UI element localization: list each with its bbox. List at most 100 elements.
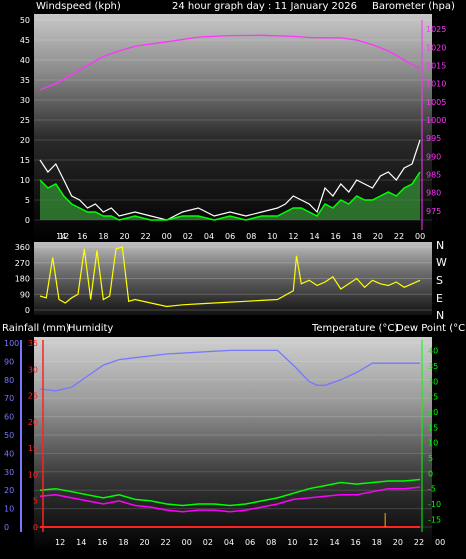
wind-x-tick: 16 xyxy=(331,232,341,241)
temperature-y-tick: -10 xyxy=(428,500,441,509)
barometer-y-tick: 1010 xyxy=(426,80,446,89)
temperature-label: Temperature (°C) xyxy=(311,323,398,334)
humidity-y-tick: 90 xyxy=(4,357,14,366)
wind-y-tick: 45 xyxy=(20,36,30,45)
humidity-y-tick: 60 xyxy=(4,413,14,422)
temperature-y-tick: 35 xyxy=(428,362,438,371)
wind-x-tick: 22 xyxy=(141,232,151,241)
wind-avg-line xyxy=(39,171,421,221)
climate-x-tick: 18 xyxy=(372,538,382,547)
barometer-y-tick: 985 xyxy=(426,171,441,180)
wind-y-tick: 10 xyxy=(20,176,30,185)
climate-x-tick: 00 xyxy=(435,538,445,547)
rain-y-tick: 0 xyxy=(33,523,38,532)
direction-y-tick: 0 xyxy=(25,306,30,315)
wind-y-tick: 25 xyxy=(20,116,30,125)
humidity-y-tick: 50 xyxy=(4,431,14,440)
wind-x-tick: 18 xyxy=(98,232,108,241)
compass-letter-n-top: N xyxy=(436,239,444,252)
temperature-line xyxy=(39,478,421,507)
wind-x-tick: 10 xyxy=(267,232,277,241)
humidity-label: Humidity xyxy=(68,323,113,334)
humidity-y-tick: 0 xyxy=(4,523,9,532)
wind-y-tick: 35 xyxy=(20,76,30,85)
temperature-y-tick: -5 xyxy=(428,485,436,494)
wind-x-tick: 12 xyxy=(59,232,69,241)
windspeed-label: Windspeed (kph) xyxy=(36,1,121,12)
direction-y-tick: 90 xyxy=(20,290,30,299)
barometer-y-tick: 995 xyxy=(426,134,441,143)
dewpoint-label: Dew Point (°C) xyxy=(396,323,466,334)
wind-x-tick: 08 xyxy=(246,232,256,241)
rain-y-tick: 35 xyxy=(28,339,38,348)
wind-y-tick: 15 xyxy=(20,156,30,165)
wind-y-tick: 30 xyxy=(20,96,30,105)
climate-x-tick: 10 xyxy=(287,538,297,547)
humidity-y-tick: 70 xyxy=(4,394,14,403)
temperature-y-tick: 15 xyxy=(428,423,438,432)
wind-y-tick: 0 xyxy=(25,216,30,225)
wind-x-tick: 20 xyxy=(373,232,383,241)
rain-y-tick: 15 xyxy=(28,444,38,453)
wind-x-tick: 12 xyxy=(288,232,298,241)
humidity-y-tick: 30 xyxy=(4,468,14,477)
wind-gust-line xyxy=(39,139,421,221)
climate-x-tick: 22 xyxy=(161,538,171,547)
wind-x-tick: 06 xyxy=(225,232,235,241)
climate-x-tick: 22 xyxy=(414,538,424,547)
climate-x-tick: 14 xyxy=(329,538,339,547)
wind-y-tick: 40 xyxy=(20,56,30,65)
rain-y-tick: 5 xyxy=(33,497,38,506)
compass-letter-e: E xyxy=(436,292,443,305)
wind-x-tick: 20 xyxy=(119,232,129,241)
climate-x-tick: 02 xyxy=(203,538,213,547)
barometer-y-tick: 1015 xyxy=(426,61,446,70)
barometer-y-tick: 1005 xyxy=(426,98,446,107)
direction-line xyxy=(39,246,421,308)
humidity-y-tick: 20 xyxy=(4,486,14,495)
temperature-y-tick: 0 xyxy=(428,469,433,478)
climate-x-tick: 20 xyxy=(393,538,403,547)
barometer-label: Barometer (hpa) xyxy=(372,1,455,12)
temperature-y-tick: 5 xyxy=(428,454,433,463)
wind-x-tick: 14 xyxy=(309,232,319,241)
climate-x-tick: 12 xyxy=(308,538,318,547)
temperature-y-tick: 40 xyxy=(428,347,438,356)
climate-x-tick: 12 xyxy=(55,538,65,547)
wind-x-tick: 22 xyxy=(394,232,404,241)
climate-x-tick: 20 xyxy=(139,538,149,547)
climate-x-tick: 06 xyxy=(245,538,255,547)
dewpoint-line xyxy=(39,486,421,513)
temperature-y-tick: 30 xyxy=(428,377,438,386)
rainfall-label: Rainfall (mm) xyxy=(2,323,70,334)
wind-avg-area xyxy=(40,172,420,220)
climate-x-tick: 16 xyxy=(351,538,361,547)
humidity-line xyxy=(39,349,420,392)
barometer-y-tick: 980 xyxy=(426,189,441,198)
wind-y-tick: 50 xyxy=(20,16,30,25)
climate-x-tick: 16 xyxy=(97,538,107,547)
rain-y-tick: 10 xyxy=(28,470,38,479)
wind-y-tick: 5 xyxy=(25,196,30,205)
wind-x-tick: 14 xyxy=(56,232,66,241)
wind-x-tick: 02 xyxy=(183,232,193,241)
temperature-y-tick: -15 xyxy=(428,515,441,524)
wind-y-tick: 20 xyxy=(20,136,30,145)
direction-y-tick: 180 xyxy=(15,275,30,284)
humidity-y-tick: 10 xyxy=(4,505,14,514)
climate-x-tick: 18 xyxy=(118,538,128,547)
compass-letter-n-bottom: N xyxy=(436,309,444,322)
climate-x-tick: 08 xyxy=(266,538,276,547)
wind-x-tick: 18 xyxy=(352,232,362,241)
barometer-line xyxy=(39,34,421,91)
climate-x-tick: 14 xyxy=(76,538,86,547)
wind-x-tick: 00 xyxy=(162,232,172,241)
barometer-y-tick: 1000 xyxy=(426,116,446,125)
climate-x-tick: 00 xyxy=(182,538,192,547)
barometer-y-tick: 990 xyxy=(426,152,441,161)
climate-x-tick: 04 xyxy=(224,538,234,547)
humidity-y-tick: 40 xyxy=(4,449,14,458)
wind-x-tick: 04 xyxy=(204,232,214,241)
